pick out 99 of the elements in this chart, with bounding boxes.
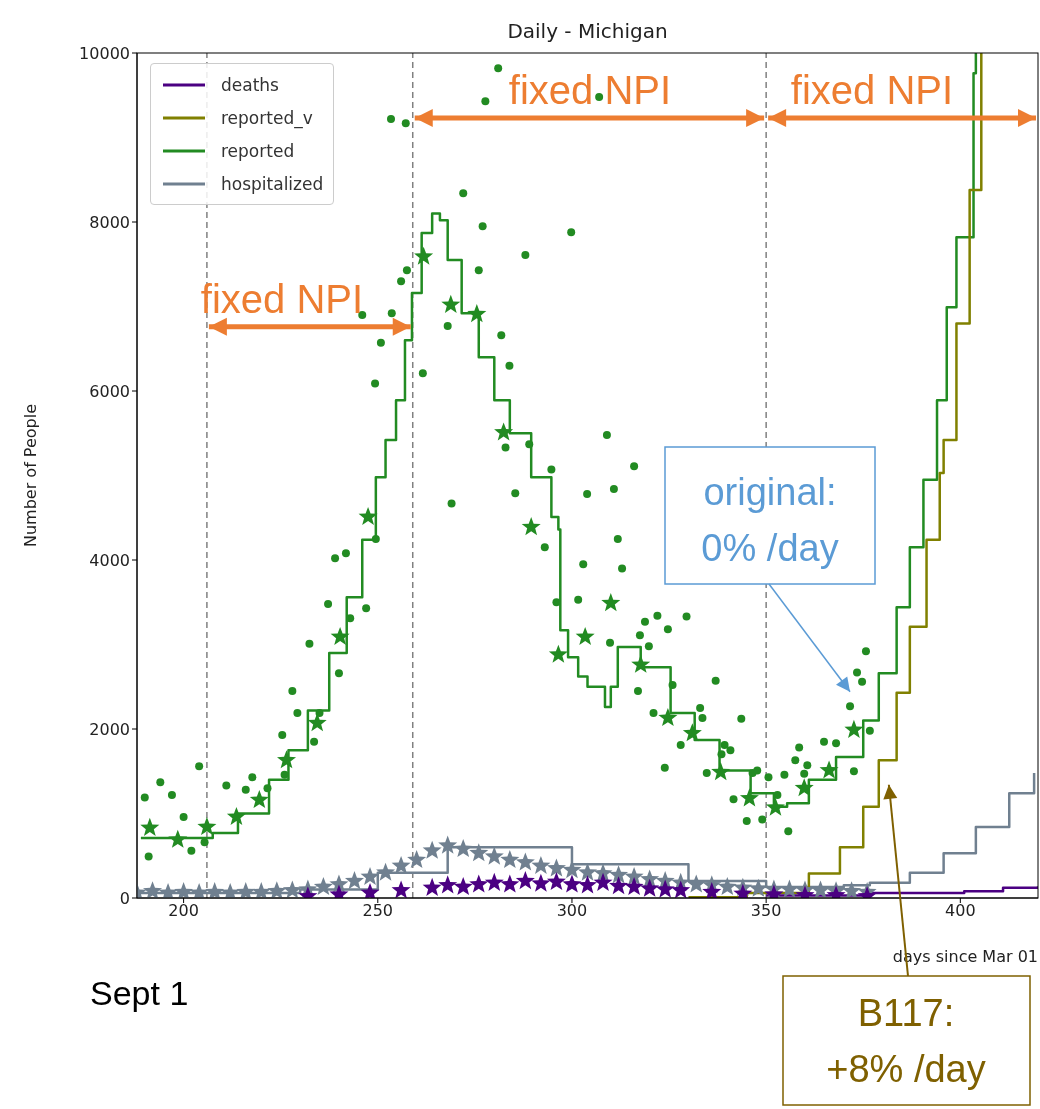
point: [168, 829, 188, 848]
point: [640, 878, 660, 897]
point: [249, 789, 269, 809]
point: [313, 877, 333, 896]
x-tick-label: 200: [168, 901, 199, 921]
point: [484, 872, 504, 891]
point: [717, 877, 737, 896]
point: [307, 713, 327, 732]
point: [267, 881, 287, 898]
point: [682, 723, 702, 742]
point: [531, 855, 551, 874]
annotation: fixed NPI: [508, 68, 672, 113]
point: [546, 871, 566, 891]
point: [197, 817, 217, 836]
point: [631, 654, 651, 673]
point: [282, 880, 302, 898]
y-tick-label: 8000: [89, 212, 130, 232]
y-tick-label: 0: [119, 888, 130, 908]
point: [467, 304, 487, 323]
point: [407, 849, 427, 869]
point: [686, 874, 706, 893]
annotation: fixed NPI: [790, 68, 954, 113]
point: [391, 855, 411, 874]
point: [376, 862, 396, 881]
x-tick-label: 250: [362, 901, 394, 921]
point: [655, 879, 675, 898]
point: [515, 852, 535, 871]
x-tick-label: 350: [750, 901, 782, 921]
point: [453, 838, 473, 858]
y-tick-label: 10000: [79, 43, 130, 63]
chart-title: Daily - Michigan: [507, 19, 668, 43]
y-axis-title: Number of People: [21, 403, 40, 548]
point: [438, 835, 458, 854]
point: [205, 882, 225, 898]
y-tick-label: 2000: [89, 719, 130, 739]
point: [601, 593, 621, 612]
point: [236, 882, 256, 898]
point: [794, 778, 814, 797]
point: [779, 879, 799, 898]
point: [469, 874, 489, 893]
point: [739, 788, 759, 807]
point: [500, 849, 520, 869]
point: [765, 797, 785, 816]
point: [521, 517, 541, 536]
point: [842, 881, 862, 898]
point: [531, 873, 551, 892]
point: [562, 860, 582, 879]
legend-label: reported_v: [221, 107, 313, 128]
point: [702, 882, 722, 898]
point: [494, 422, 514, 441]
x-tick-label: 300: [556, 901, 588, 921]
legend-label: hospitalized: [221, 173, 324, 194]
point: [515, 871, 535, 890]
point: [609, 876, 629, 895]
point: [811, 880, 831, 898]
legend-label: deaths: [221, 74, 279, 95]
legend-label: reported: [221, 140, 295, 161]
point: [422, 877, 442, 896]
text: Sept 1: [90, 974, 189, 1012]
point: [143, 881, 163, 898]
point: [422, 840, 442, 859]
point: [484, 846, 504, 865]
point: [414, 246, 434, 265]
x-tick-label: 400: [945, 901, 976, 921]
point: [844, 719, 864, 738]
point: [577, 862, 598, 881]
annotation: fixed NPI: [200, 276, 364, 321]
point: [562, 874, 582, 893]
point: [438, 875, 458, 894]
point: [251, 882, 271, 898]
point: [358, 506, 378, 525]
point: [441, 294, 461, 313]
point: [671, 880, 691, 898]
y-tick-label: 6000: [89, 381, 130, 401]
point: [593, 872, 613, 891]
point: [609, 865, 629, 884]
point: [819, 760, 839, 779]
point: [360, 866, 380, 885]
point: [277, 750, 297, 769]
point: [575, 626, 595, 645]
point: [577, 875, 598, 894]
point: [469, 843, 489, 862]
point: [658, 708, 678, 727]
point: [546, 858, 566, 877]
point: [174, 882, 194, 898]
point: [226, 806, 246, 825]
point: [453, 877, 473, 896]
text: B117: +8% /day: [826, 992, 986, 1090]
point: [500, 874, 520, 893]
point: [330, 626, 350, 645]
annotation: original: 0% /day: [701, 471, 839, 569]
point: [140, 817, 160, 836]
point: [711, 762, 731, 781]
point: [391, 880, 411, 898]
y-tick-label: 4000: [89, 550, 130, 570]
point: [344, 871, 364, 890]
point: [548, 644, 568, 663]
point: [624, 877, 644, 896]
point: [748, 878, 768, 897]
